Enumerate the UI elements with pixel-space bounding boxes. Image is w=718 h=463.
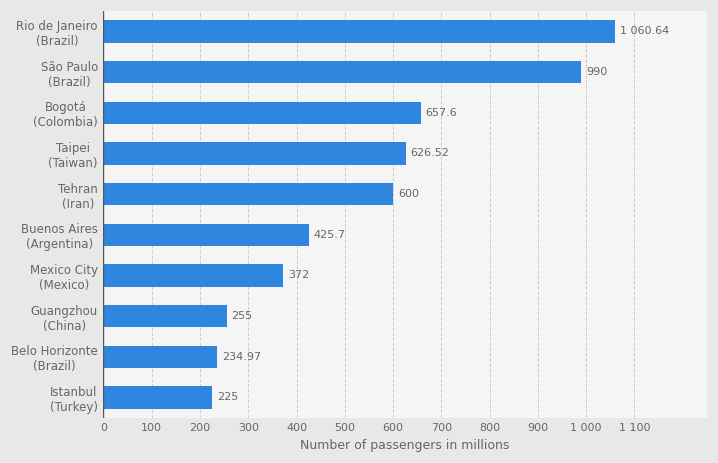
Bar: [103, 386, 212, 409]
Text: 372: 372: [288, 270, 309, 281]
Bar: [103, 20, 615, 43]
Text: 255: 255: [231, 311, 253, 321]
Text: 425.7: 425.7: [314, 230, 346, 240]
Bar: [103, 101, 421, 124]
Text: 1 060.64: 1 060.64: [620, 26, 670, 37]
Text: 234.97: 234.97: [222, 352, 261, 362]
X-axis label: Number of passengers in millions: Number of passengers in millions: [300, 439, 510, 452]
Bar: [103, 61, 582, 83]
Bar: [103, 142, 406, 165]
Text: 626.52: 626.52: [411, 149, 449, 158]
Text: 600: 600: [398, 189, 419, 199]
Bar: [103, 183, 393, 205]
Text: 990: 990: [586, 67, 607, 77]
Bar: [103, 224, 309, 246]
Bar: [103, 264, 283, 287]
Text: 657.6: 657.6: [426, 108, 457, 118]
Text: 225: 225: [217, 393, 238, 402]
Bar: [103, 305, 226, 327]
Bar: [103, 345, 217, 368]
